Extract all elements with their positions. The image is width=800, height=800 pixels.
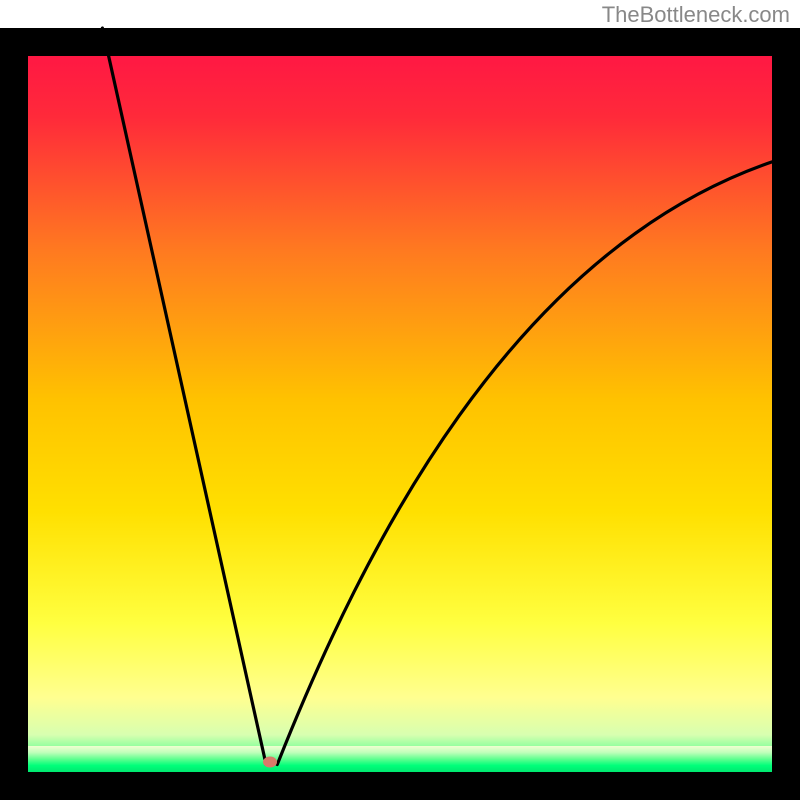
frame-border-left [0, 28, 28, 800]
watermark-text: TheBottleneck.com [602, 2, 790, 28]
green-bottom-band [28, 746, 772, 772]
gradient-background [28, 28, 772, 772]
optimum-marker [263, 757, 277, 768]
frame-border-bottom [0, 772, 800, 800]
chart-container: TheBottleneck.com [0, 0, 800, 800]
frame-border-top [0, 28, 800, 56]
frame-border-right [772, 28, 800, 800]
